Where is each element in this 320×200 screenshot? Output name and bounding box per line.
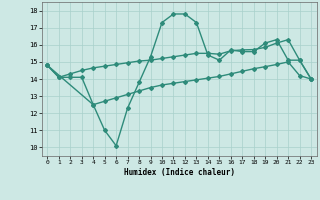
X-axis label: Humidex (Indice chaleur): Humidex (Indice chaleur) [124, 168, 235, 177]
